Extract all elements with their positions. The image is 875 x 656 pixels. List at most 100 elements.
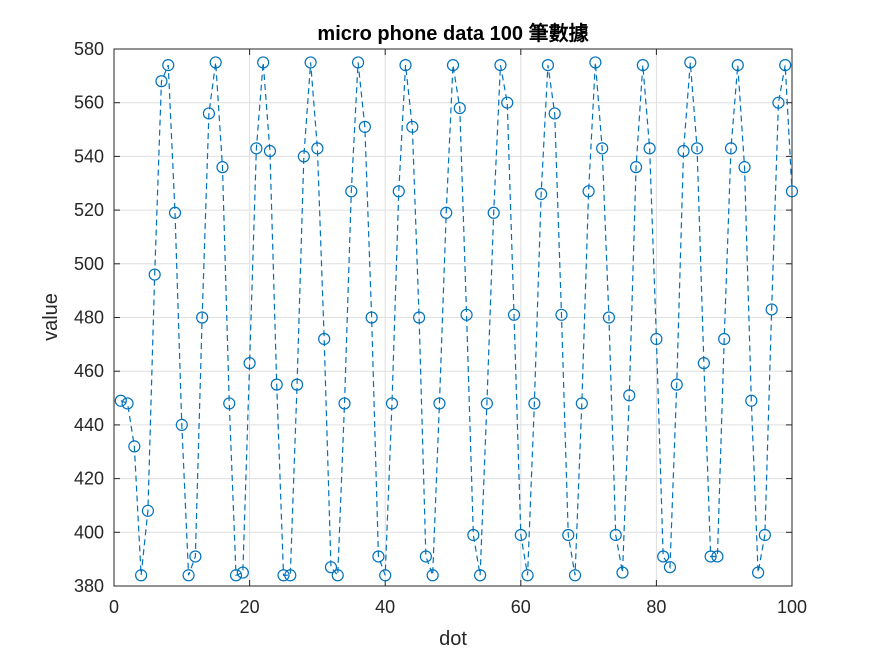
data-point [440,206,453,219]
data-point [162,59,175,72]
data-point [650,332,663,346]
data-point [223,397,236,410]
data-point [758,528,771,542]
data-point [250,142,263,155]
data-point [657,550,670,563]
data-point [338,397,351,410]
x-axis-label: dot [439,628,467,650]
data-point [379,569,392,582]
y-tick-label: 460 [74,361,104,381]
data-point [141,504,154,517]
data-point [331,569,344,582]
data-point [406,120,419,133]
y-tick-label: 480 [74,308,104,328]
y-tick-label: 380 [74,576,104,596]
y-tick-label: 560 [74,93,104,113]
data-point [311,142,324,155]
data-point [318,332,331,346]
chart-title: micro phone data 100 筆數據 [317,21,589,45]
data-point [636,59,649,72]
data-point [182,569,195,582]
data-point [460,308,473,321]
data-point [548,107,561,120]
data-point [290,378,304,391]
data-point [575,397,588,410]
data-point [724,142,738,155]
data-point [257,56,270,69]
data-point [623,389,636,402]
data-point [528,397,541,410]
data-point [351,56,365,69]
data-point [114,394,127,407]
data-point [535,187,548,201]
y-tick-label: 500 [74,254,104,274]
data-point [277,569,290,582]
data-point [677,144,690,158]
data-point [121,397,134,410]
y-tick-label: 540 [74,146,104,166]
x-tick-label: 0 [109,597,119,617]
data-point [128,440,141,453]
data-point [155,75,168,88]
data-point [168,206,182,219]
data-point [433,397,446,410]
data-point [270,378,283,391]
data-point [426,569,439,582]
data-point [501,96,514,109]
data-point [521,569,534,582]
data-point [175,418,188,431]
data-point [216,161,229,174]
data-point [358,120,371,133]
data-point [765,303,778,316]
x-tick-label: 20 [240,597,260,617]
series-markers [114,56,799,582]
data-point [670,378,683,391]
data-point [413,311,426,324]
data-point [209,56,222,69]
data-point [399,59,412,72]
y-tick-label: 440 [74,415,104,435]
y-tick-label: 580 [74,39,104,59]
y-tick-label: 400 [74,522,104,542]
data-point [480,397,493,410]
data-point [541,59,555,72]
data-point [324,561,338,574]
x-tick-label: 100 [777,597,807,617]
data-point [487,206,500,219]
data-point [555,308,568,321]
data-point [243,357,256,370]
data-point [453,101,466,115]
data-point [609,528,622,542]
data-point [718,332,731,346]
data-point [148,268,161,281]
data-point [297,150,310,163]
data-point [582,185,595,198]
data-point [263,144,277,158]
data-point [684,56,697,69]
x-tick-label: 80 [646,597,666,617]
data-point [196,311,209,324]
data-point [745,394,758,407]
data-point [596,142,609,155]
series-line [120,62,793,577]
data-point [229,569,243,582]
data-point [345,185,358,198]
data-point [697,357,710,370]
data-point [738,161,751,174]
data-point [202,107,216,120]
data-point [589,56,602,69]
data-point [616,566,629,579]
y-tick-label: 420 [74,469,104,489]
data-point [474,569,487,582]
data-point [385,397,399,410]
data-point [365,311,378,324]
data-point [711,550,724,563]
data-point [419,550,432,563]
x-tick-label: 60 [511,597,531,617]
data-point [643,142,656,155]
data-point [236,566,249,579]
x-tick-label: 40 [375,597,395,617]
data-point [446,59,460,72]
data-point [629,161,643,174]
y-axis: 380 400 420 440 460 480 500 520 540 560 580 [74,39,792,596]
